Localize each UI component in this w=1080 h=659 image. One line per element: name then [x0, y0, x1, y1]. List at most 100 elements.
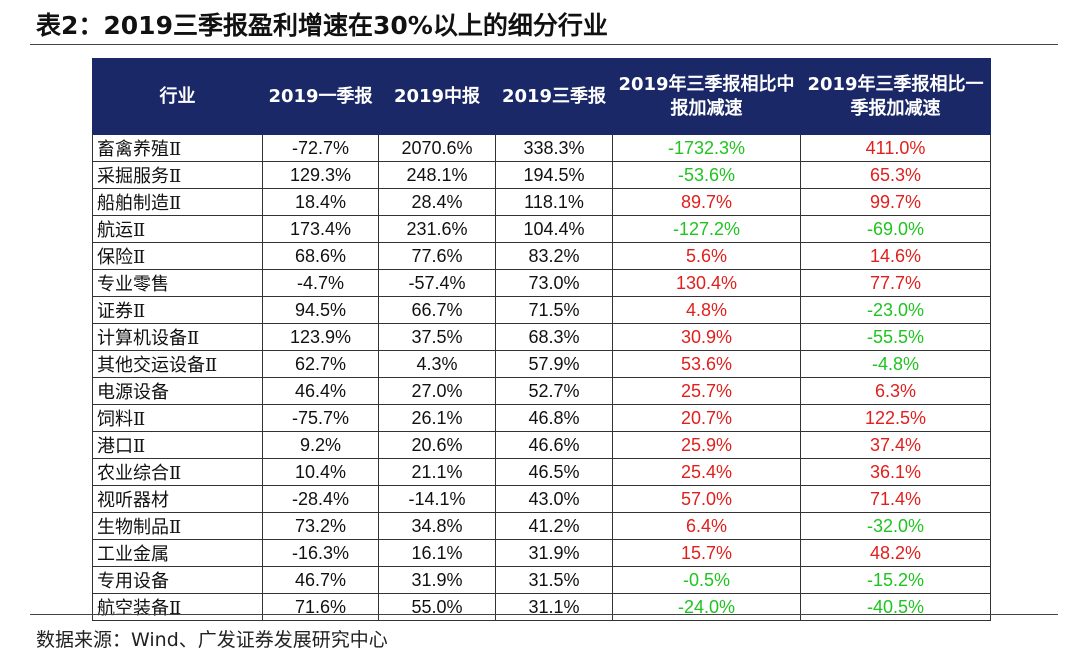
value-cell: 43.0%: [495, 485, 613, 513]
value-cell: 53.6%: [612, 350, 801, 378]
value-cell: 129.3%: [262, 161, 379, 189]
value-cell: 118.1%: [495, 188, 613, 216]
value-cell: -32.0%: [800, 512, 991, 540]
industry-cell: 计算机设备Ⅱ: [92, 323, 263, 351]
value-cell: 25.7%: [612, 377, 801, 405]
value-cell: -57.4%: [378, 269, 496, 297]
value-cell: 31.1%: [495, 593, 613, 621]
value-cell: -23.0%: [800, 296, 991, 324]
value-cell: 2070.6%: [378, 134, 496, 162]
industry-cell: 其他交运设备Ⅱ: [92, 350, 263, 378]
value-cell: 21.1%: [378, 458, 496, 486]
industry-cell: 工业金属: [92, 539, 263, 567]
value-cell: -127.2%: [612, 215, 801, 243]
table-head: 行业 2019一季报 2019中报 2019三季报 2019年三季报相比中报加减速 201…: [92, 58, 991, 135]
value-cell: 4.3%: [378, 350, 496, 378]
value-cell: 6.3%: [800, 377, 991, 405]
value-cell: 26.1%: [378, 404, 496, 432]
industry-cell: 船舶制造Ⅱ: [92, 188, 263, 216]
value-cell: -14.1%: [378, 485, 496, 513]
table-row: 生物制品Ⅱ 73.2% 34.8% 41.2% 6.4% -32.0%: [92, 512, 991, 540]
industry-cell: 畜禽养殖Ⅱ: [92, 134, 263, 162]
value-cell: 89.7%: [612, 188, 801, 216]
value-cell: 46.5%: [495, 458, 613, 486]
table-body: 畜禽养殖Ⅱ -72.7% 2070.6% 338.3% -1732.3% 411.0% 采掘…: [92, 134, 991, 621]
table-row: 其他交运设备Ⅱ 62.7% 4.3% 57.9% 53.6% -4.8%: [92, 350, 991, 378]
value-cell: 31.5%: [495, 566, 613, 594]
value-cell: 30.9%: [612, 323, 801, 351]
value-cell: -1732.3%: [612, 134, 801, 162]
title: 表2：2019三季报盈利增速在30%以上的细分行业: [36, 11, 608, 40]
value-cell: 73.2%: [262, 512, 379, 540]
value-cell: 62.7%: [262, 350, 379, 378]
value-cell: -24.0%: [612, 593, 801, 621]
value-cell: 411.0%: [800, 134, 991, 162]
value-cell: 37.5%: [378, 323, 496, 351]
value-cell: 68.3%: [495, 323, 613, 351]
divider: [30, 44, 1058, 45]
value-cell: 27.0%: [378, 377, 496, 405]
value-cell: 9.2%: [262, 431, 379, 459]
value-cell: -4.8%: [800, 350, 991, 378]
table-row: 航空装备Ⅱ 71.6% 55.0% 31.1% -24.0% -40.5%: [92, 593, 991, 621]
industry-cell: 专用设备: [92, 566, 263, 594]
value-cell: 28.4%: [378, 188, 496, 216]
value-cell: 31.9%: [378, 566, 496, 594]
header-row: 行业 2019一季报 2019中报 2019三季报 2019年三季报相比中报加减速 201…: [92, 58, 991, 135]
value-cell: -40.5%: [800, 593, 991, 621]
industry-cell: 保险Ⅱ: [92, 242, 263, 270]
table-row: 船舶制造Ⅱ 18.4% 28.4% 118.1% 89.7% 99.7%: [92, 188, 991, 216]
industry-cell: 电源设备: [92, 377, 263, 405]
value-cell: 65.3%: [800, 161, 991, 189]
column-header: 2019年三季报相比中报加减速: [612, 58, 801, 135]
value-cell: 46.8%: [495, 404, 613, 432]
table-row: 保险Ⅱ 68.6% 77.6% 83.2% 5.6% 14.6%: [92, 242, 991, 270]
value-cell: 36.1%: [800, 458, 991, 486]
value-cell: 55.0%: [378, 593, 496, 621]
table-row: 港口Ⅱ 9.2% 20.6% 46.6% 25.9% 37.4%: [92, 431, 991, 459]
value-cell: 41.2%: [495, 512, 613, 540]
value-cell: 71.6%: [262, 593, 379, 621]
industry-cell: 农业综合Ⅱ: [92, 458, 263, 486]
industry-cell: 生物制品Ⅱ: [92, 512, 263, 540]
value-cell: 16.1%: [378, 539, 496, 567]
value-cell: 10.4%: [262, 458, 379, 486]
value-cell: -53.6%: [612, 161, 801, 189]
value-cell: -72.7%: [262, 134, 379, 162]
value-cell: 71.5%: [495, 296, 613, 324]
value-cell: 123.9%: [262, 323, 379, 351]
industry-cell: 证券Ⅱ: [92, 296, 263, 324]
value-cell: 231.6%: [378, 215, 496, 243]
value-cell: 122.5%: [800, 404, 991, 432]
table-row: 畜禽养殖Ⅱ -72.7% 2070.6% 338.3% -1732.3% 411.0%: [92, 134, 991, 162]
value-cell: 46.7%: [262, 566, 379, 594]
table-row: 专业零售 -4.7% -57.4% 73.0% 130.4% 77.7%: [92, 269, 991, 297]
value-cell: -4.7%: [262, 269, 379, 297]
table-row: 农业综合Ⅱ 10.4% 21.1% 46.5% 25.4% 36.1%: [92, 458, 991, 486]
value-cell: 194.5%: [495, 161, 613, 189]
value-cell: 48.2%: [800, 539, 991, 567]
value-cell: 25.9%: [612, 431, 801, 459]
value-cell: 173.4%: [262, 215, 379, 243]
industry-cell: 专业零售: [92, 269, 263, 297]
table-row: 采掘服务Ⅱ 129.3% 248.1% 194.5% -53.6% 65.3%: [92, 161, 991, 189]
table-row: 航运Ⅱ 173.4% 231.6% 104.4% -127.2% -69.0%: [92, 215, 991, 243]
value-cell: 15.7%: [612, 539, 801, 567]
value-cell: 57.9%: [495, 350, 613, 378]
value-cell: 68.6%: [262, 242, 379, 270]
value-cell: -0.5%: [612, 566, 801, 594]
value-cell: 37.4%: [800, 431, 991, 459]
value-cell: 20.6%: [378, 431, 496, 459]
value-cell: 31.9%: [495, 539, 613, 567]
table-row: 计算机设备Ⅱ 123.9% 37.5% 68.3% 30.9% -55.5%: [92, 323, 991, 351]
value-cell: 248.1%: [378, 161, 496, 189]
value-cell: 25.4%: [612, 458, 801, 486]
value-cell: 4.8%: [612, 296, 801, 324]
column-header: 2019三季报: [495, 58, 613, 135]
column-header: 2019一季报: [262, 58, 379, 135]
value-cell: 77.7%: [800, 269, 991, 297]
industry-cell: 航空装备Ⅱ: [92, 593, 263, 621]
industry-cell: 视听器材: [92, 485, 263, 513]
industry-cell: 采掘服务Ⅱ: [92, 161, 263, 189]
